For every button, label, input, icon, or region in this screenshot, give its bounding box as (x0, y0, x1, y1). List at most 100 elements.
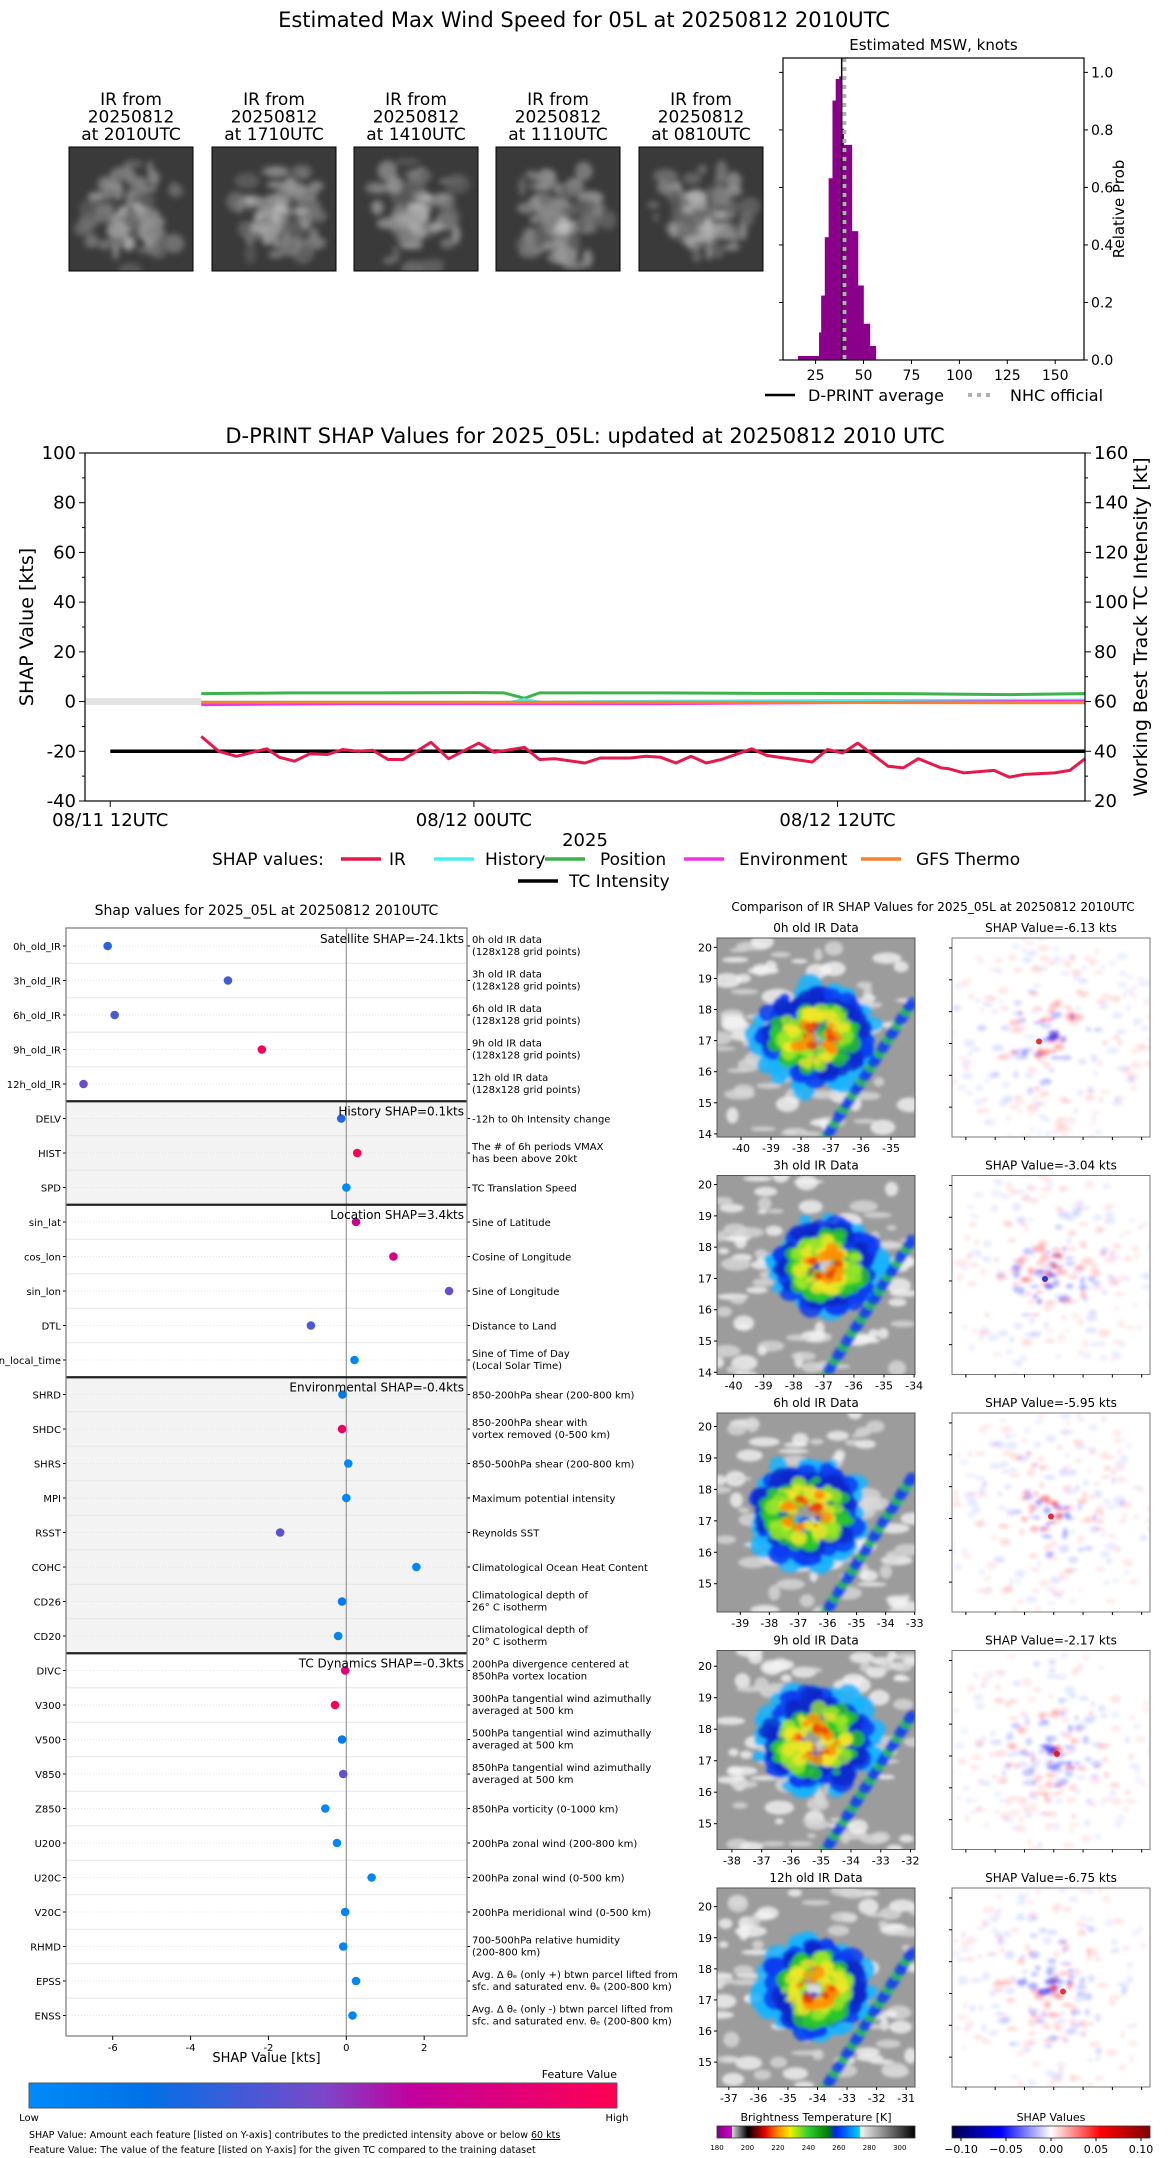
feature-description: Maximum potential intensity (472, 1494, 616, 1505)
thumbnail-label: 20250812 (373, 108, 460, 128)
x-axis-label: SHAP Value [kts] (212, 2051, 320, 2066)
feature-description: 20° C isotherm (472, 1637, 547, 1648)
feature-description: sfc. and saturated env. θₑ (200-800 km) (472, 1982, 672, 1993)
shap-panel-title: SHAP Value=-2.17 kts (985, 1634, 1117, 1648)
feature-name: sin_lat (29, 1218, 61, 1229)
lon-tick-label: -39 (731, 1617, 749, 1630)
legend-label: History (485, 850, 545, 870)
lon-tick-label: -38 (792, 1142, 810, 1155)
lon-tick-label: -37 (753, 1855, 771, 1868)
shap-values-colorbar (951, 2125, 1151, 2139)
feature-description: Cosine of Longitude (472, 1253, 571, 1264)
histogram-bar (819, 332, 822, 360)
ir-colorbar-tick: 240 (802, 2144, 815, 2152)
shap-colorbar-label: SHAP Values (1017, 2111, 1086, 2124)
thumbnail-label: IR from (243, 90, 305, 110)
lon-tick-label: -34 (905, 1380, 923, 1393)
feature-description: Climatological depth of (472, 1591, 588, 1602)
feature-description: 200hPa meridional wind (0-500 km) (472, 1908, 651, 1919)
legend-label: IR (389, 850, 406, 870)
lat-tick-label: 17 (698, 1515, 712, 1528)
feature-description: (128x128 grid points) (472, 1051, 581, 1062)
feature-description: averaged at 500 km (472, 1775, 574, 1786)
x-tick-label: 0 (343, 2043, 349, 2054)
lat-tick-label: 19 (698, 1210, 712, 1223)
lat-tick-label: 18 (698, 1241, 712, 1254)
feature-name: 6h_old_IR (13, 1011, 61, 1022)
feature-name: Z850 (35, 1805, 61, 1816)
feature-name: HIST (38, 1149, 62, 1160)
histogram-title: Estimated MSW, knots (849, 36, 1018, 54)
ir-thumbnail-image (639, 147, 763, 271)
feature-name: 0h_old_IR (13, 942, 61, 953)
lon-tick-label: -33 (838, 2092, 856, 2105)
thumbnail-label: at 2010UTC (81, 125, 180, 145)
feature-name: COHC (32, 1563, 61, 1574)
feature-name: 9h_old_IR (13, 1046, 61, 1057)
x-tick-label: -6 (108, 2043, 118, 2054)
figure-title: Estimated Max Wind Speed for 05L at 2025… (278, 8, 890, 32)
ir-thumbnail-image (212, 147, 336, 271)
thumbnail-label: at 0810UTC (651, 125, 750, 145)
thumbnail-label: 20250812 (231, 108, 318, 128)
feature-name: cos_lon (24, 1253, 61, 1264)
feature-value-note: Feature Value: The value of the feature … (29, 2145, 536, 2156)
feature-description: averaged at 500 km (472, 1706, 574, 1717)
shap-panel-title: SHAP Value=-6.75 kts (985, 1871, 1117, 1885)
feature-name: sin_lon (26, 1287, 61, 1298)
feature-name: EPSS (36, 1977, 61, 1988)
left-y-tick-label: -20 (47, 741, 76, 762)
timeseries-frame (84, 452, 1086, 802)
shap-dot (103, 941, 112, 951)
lat-tick-label: 20 (698, 1179, 712, 1192)
shap-dot-plot: Shap values for 2025_05L at 20250812 201… (0, 903, 678, 2156)
shap-dot (444, 1286, 454, 1296)
feature-description: 9h old IR data (472, 1039, 542, 1050)
shap-colorbar-tick: 0.00 (1039, 2143, 1064, 2156)
lon-tick-label: -33 (906, 1617, 924, 1630)
feature-name: RSST (35, 1529, 62, 1540)
lon-tick-label: -35 (882, 1142, 900, 1155)
shap-dot (350, 1355, 359, 1365)
ir-brightness-map (717, 1413, 915, 1612)
feature-name: SHDC (32, 1425, 61, 1436)
lon-tick-label: -37 (822, 1142, 840, 1155)
feature-description: has been above 20kt (472, 1154, 577, 1165)
lat-tick-label: 14 (698, 1128, 712, 1141)
right-y-tick-label: 100 (1094, 592, 1128, 613)
shap-panel-title: SHAP Value=-5.95 kts (985, 1396, 1117, 1410)
right-y-tick-label: 20 (1094, 791, 1117, 812)
feature-name: 3h_old_IR (13, 977, 61, 988)
legend-title: SHAP values: (212, 850, 324, 870)
lat-tick-label: 15 (698, 1335, 712, 1348)
ir-colorbar-label: Brightness Temperature [K] (740, 2111, 891, 2124)
shap-panel-frame (951, 937, 1151, 1138)
lon-tick-label: -37 (789, 1617, 807, 1630)
ir-colorbar-tick: 200 (741, 2144, 754, 2152)
lat-tick-label: 16 (698, 1304, 712, 1317)
colorbar-high-label: High (606, 2113, 629, 2124)
lat-tick-label: 16 (698, 1786, 712, 1799)
histogram-bar (839, 76, 842, 360)
shap-panel-frame (951, 1650, 1151, 1850)
shap-dot (367, 1873, 376, 1882)
lat-tick-label: 20 (698, 941, 712, 954)
lat-tick-label: 16 (698, 2025, 712, 2038)
ir-colorbar-tick: 280 (863, 2144, 876, 2152)
histogram-bar (835, 78, 840, 361)
comparison-title: Comparison of IR SHAP Values for 2025_05… (731, 900, 1134, 914)
lon-tick-label: -36 (819, 1617, 837, 1630)
x-tick-label: 08/12 00UTC (416, 810, 532, 831)
feature-description: (128x128 grid points) (472, 982, 581, 993)
lat-tick-label: 14 (698, 1366, 712, 1379)
lat-tick-label: 15 (698, 2056, 712, 2069)
feature-name: MPI (43, 1494, 61, 1505)
left-y-tick-label: 100 (42, 443, 76, 464)
feature-description: 850hPa vorticity (0-1000 km) (472, 1805, 618, 1816)
lon-tick-label: -38 (760, 1617, 778, 1630)
ir-brightness-map (717, 1175, 915, 1375)
shap-panel-title: SHAP Value=-3.04 kts (985, 1159, 1117, 1173)
lon-tick-label: -38 (785, 1380, 803, 1393)
feature-description: 200hPa zonal wind (200-800 km) (472, 1839, 637, 1850)
group-shap-label: Location SHAP=3.4kts (330, 1208, 464, 1222)
